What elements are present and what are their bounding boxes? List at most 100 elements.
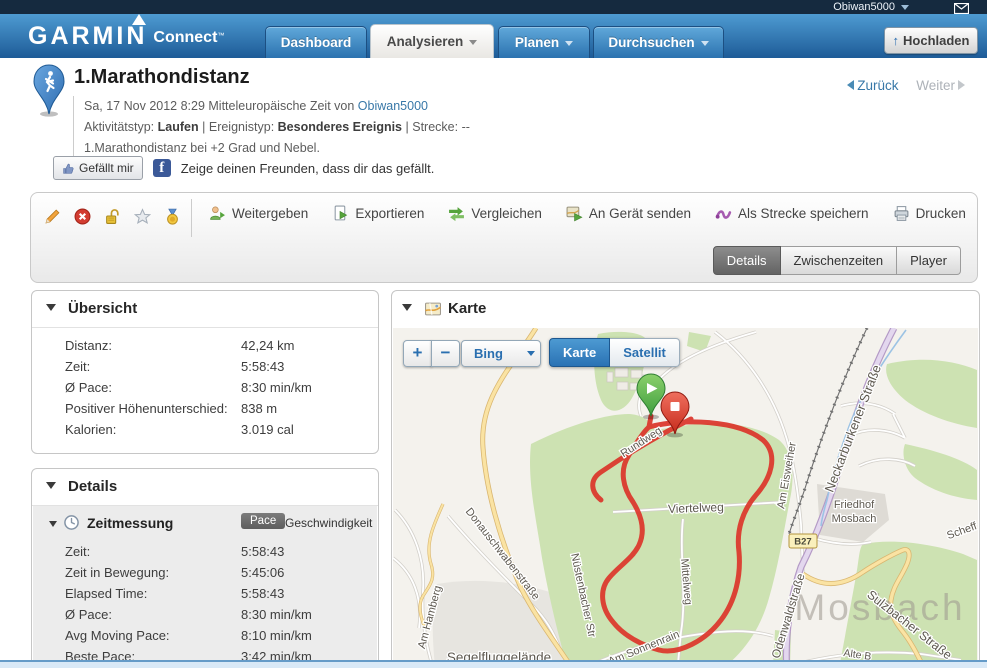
medal-icon[interactable]: [161, 205, 183, 227]
map-canvas[interactable]: Mosbach Rundweg Viertelweg Mittelweg Am Eis…: [393, 328, 978, 668]
stat-value: 8:10 min/km: [241, 628, 312, 643]
course-squiggle-icon: [715, 210, 732, 219]
end-marker[interactable]: [660, 391, 690, 438]
favorite-star-icon[interactable]: [131, 205, 153, 227]
activity-owner-link[interactable]: Obiwan5000: [357, 99, 428, 113]
speed-toggle-label[interactable]: Geschwindigkeit: [285, 516, 373, 530]
user-account-menu[interactable]: Obiwan5000: [833, 1, 909, 13]
stat-row: Ø Pace: 8:30 min/km: [32, 380, 378, 401]
map-street-label: Mittelweg: [678, 558, 694, 605]
edit-pencil-icon[interactable]: [41, 205, 63, 227]
share-person-icon: [210, 206, 225, 220]
chevron-down-icon: [526, 351, 535, 360]
timing-section: Zeitmessung Pace Geschwindigkeit Zeit: 5:…: [33, 506, 377, 668]
activity-toolbar: Weitergeben Exportieren Vergleichen An G…: [30, 192, 978, 283]
facebook-icon: f: [152, 159, 171, 177]
stat-value: 8:30 min/km: [241, 380, 312, 395]
chevron-down-icon: [901, 4, 909, 14]
stat-label: Elapsed Time:: [65, 586, 148, 601]
overview-title: Übersicht: [68, 300, 138, 317]
stat-value: 5:58:43: [241, 544, 285, 559]
view-tab-zwischenzeiten[interactable]: Zwischenzeiten: [780, 246, 898, 275]
map-type-karte[interactable]: Karte: [549, 338, 611, 367]
pace-toggle-button[interactable]: Pace: [241, 513, 286, 529]
collapse-arrow-icon[interactable]: [402, 304, 412, 316]
save-as-course-button[interactable]: Als Strecke speichern: [715, 205, 869, 222]
next-link: Weiter: [916, 78, 970, 93]
details-panel: Details Zeitmessung Pace Geschwindigkeit…: [31, 468, 379, 668]
stat-row: Ø Pace: 8:30 min/km: [33, 607, 377, 628]
chevron-down-icon: [469, 39, 478, 49]
details-panel-header: Details: [32, 469, 378, 506]
chevron-down-icon: [565, 40, 574, 50]
stat-value: 5:45:06: [241, 565, 285, 580]
back-link[interactable]: Zurück: [842, 78, 898, 93]
print-button[interactable]: Drucken: [893, 205, 966, 222]
tab-analysieren[interactable]: Analysieren: [370, 24, 494, 58]
stat-row: Distanz: 42,24 km: [32, 338, 378, 359]
tab-dashboard[interactable]: Dashboard: [265, 26, 367, 58]
tab-durchsuchen[interactable]: Durchsuchen: [593, 26, 724, 58]
map-type-satellit[interactable]: Satellit: [610, 338, 680, 367]
timing-title: Zeitmessung: [87, 515, 174, 531]
toolbar-actions: Weitergeben Exportieren Vergleichen An G…: [209, 205, 966, 222]
mail-icon[interactable]: [953, 1, 970, 19]
map-street-label: Viertelweg: [668, 500, 724, 516]
logo-brand: GARMIN: [28, 22, 148, 50]
view-tab-player[interactable]: Player: [897, 246, 961, 275]
activity-meta: Sa, 17 Nov 2012 8:29 Mitteleuropäische Z…: [73, 96, 470, 159]
map-provider-dropdown[interactable]: Bing: [461, 340, 541, 367]
next-section-edge: [0, 660, 987, 668]
collapse-arrow-icon[interactable]: [49, 521, 57, 531]
overview-stats: Distanz: 42,24 km Zeit: 5:58:43 Ø Pace: 8:30 …: [32, 328, 378, 443]
map-yellow-roads: [418, 328, 926, 668]
stat-label: Positiver Höhenunterschied:: [65, 401, 228, 416]
like-hint-text: Zeige deinen Freunden, dass dir das gefä…: [180, 160, 435, 176]
send-to-device-button[interactable]: An Gerät senden: [566, 205, 691, 222]
zoom-out-button[interactable]: −: [431, 340, 460, 367]
compare-arrows-icon: [449, 207, 465, 222]
tab-planen[interactable]: Planen: [498, 26, 590, 58]
view-tab-details[interactable]: Details: [712, 246, 781, 275]
stat-value: 5:58:43: [241, 586, 285, 601]
map-type-toggle: Karte Satellit: [549, 338, 680, 367]
stat-row: Elapsed Time: 5:58:43: [33, 586, 377, 607]
stat-label: Zeit in Bewegung:: [65, 565, 170, 580]
details-title: Details: [68, 478, 118, 495]
view-tab-group: Details Zwischenzeiten Player: [712, 246, 961, 275]
delete-icon[interactable]: [71, 205, 93, 227]
export-button[interactable]: Exportieren: [332, 205, 424, 222]
stat-value: 838 m: [241, 401, 278, 416]
stat-row: Zeit: 5:58:43: [33, 544, 377, 565]
stop-icon: [670, 402, 680, 411]
activity-pager: Zurück Weiter: [842, 78, 970, 93]
privacy-lock-icon[interactable]: [101, 205, 123, 227]
toolbar-divider: [191, 199, 192, 237]
zoom-in-button[interactable]: +: [403, 340, 432, 367]
collapse-arrow-icon[interactable]: [46, 482, 56, 494]
stat-label: Ø Pace:: [65, 380, 112, 395]
map-city-watermark: Mosbach: [794, 587, 965, 628]
stat-value: 5:58:43: [241, 359, 285, 374]
start-marker[interactable]: [636, 373, 666, 420]
collapse-arrow-icon[interactable]: [46, 304, 56, 316]
compare-button[interactable]: Vergleichen: [448, 205, 542, 222]
arrow-right-icon: [958, 80, 970, 90]
export-document-icon: [334, 205, 348, 221]
map-street-label: Mosbach: [832, 513, 877, 525]
like-button[interactable]: Gefällt mir: [53, 156, 143, 180]
arrow-left-icon: [842, 80, 855, 90]
map-gray-areas: [432, 484, 889, 668]
share-button[interactable]: Weitergeben: [209, 205, 308, 222]
garmin-connect-logo[interactable]: GARMIN Connect™: [28, 14, 224, 51]
facebook-like-row: Gefällt mir f Zeige deinen Freunden, das…: [53, 156, 434, 180]
map-zoom-control: + −: [403, 340, 460, 367]
map-street-label: Alte B: [843, 647, 872, 663]
clock-icon: [63, 514, 80, 536]
map-title: Karte: [448, 300, 487, 317]
upload-button[interactable]: ↑ Hochladen: [884, 27, 978, 54]
stat-label: Avg Moving Pace:: [65, 628, 170, 643]
route-number-badge: B27: [788, 533, 818, 549]
